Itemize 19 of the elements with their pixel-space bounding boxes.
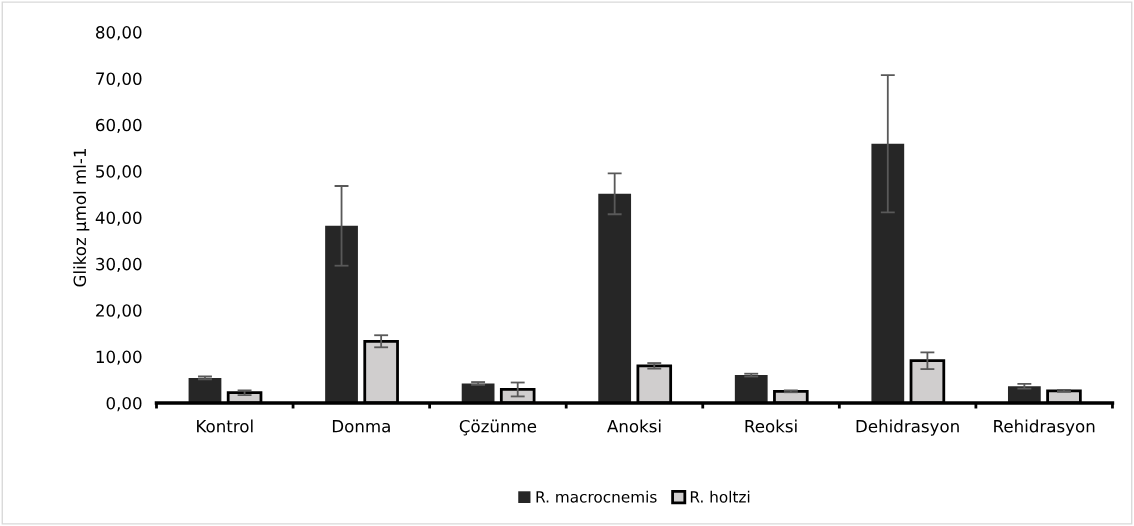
y-tick-label: 70,00 (96, 72, 142, 87)
y-axis-title: Glikoz µmol ml-1 (73, 149, 90, 287)
legend-label: R. macrocnemis (536, 490, 657, 503)
x-tick-label: Çözünme (459, 419, 537, 436)
x-tick-label: Kontrol (197, 419, 253, 433)
y-tick-label: 20,00 (96, 304, 142, 319)
x-tick-label: Rehidrasyon (994, 419, 1095, 436)
y-tick-label: 50,00 (96, 165, 142, 180)
legend-label: R. holtzi (690, 490, 750, 503)
y-tick-label: 40,00 (95, 211, 142, 226)
y-tick-label: 0,00 (106, 396, 142, 412)
y-tick-label: 60,00 (96, 118, 142, 134)
y-tick-label: 80,00 (96, 26, 142, 41)
y-tick-label: 10,00 (96, 350, 142, 365)
x-tick-label: Reoksi (745, 419, 797, 433)
y-tick-label: 30,00 (96, 257, 142, 273)
x-tick-label: Donma (332, 420, 390, 433)
x-tick-label: Dehidrasyon (856, 419, 959, 436)
x-tick-label: Anoksi (607, 419, 661, 433)
